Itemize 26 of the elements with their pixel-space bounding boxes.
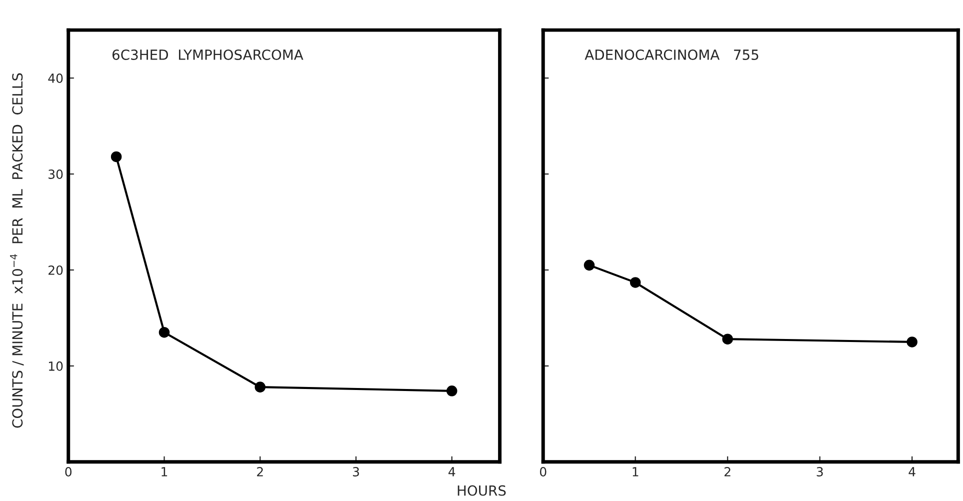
x-tick-label: 4 (448, 467, 456, 476)
y-tick-label: 10 (48, 361, 63, 371)
x-tick-label: 3 (816, 467, 823, 476)
point (630, 277, 641, 288)
x-tick-label: 3 (352, 467, 359, 476)
y-tick-label: 30 (48, 169, 63, 179)
x-tick-label: 0 (65, 467, 72, 476)
x-tick-label: 4 (908, 467, 916, 476)
x-tick-label: 0 (540, 467, 546, 476)
x-axis-title: HOURS (458, 485, 506, 496)
text: ADENOCARCINOMA 755 (584, 49, 758, 60)
y-tick-label: 40 (48, 74, 63, 83)
point (906, 336, 918, 348)
point (158, 326, 170, 338)
x-tick-label: 2 (257, 467, 263, 476)
text: 6C3HED LYMPHOSARCOMA (112, 49, 304, 60)
y-tick-label: 20 (48, 265, 63, 275)
point (722, 334, 733, 344)
point (446, 386, 458, 396)
point (110, 151, 122, 162)
point (254, 382, 266, 392)
x-tick-label: 1 (632, 467, 638, 476)
x-tick-label: 1 (162, 467, 168, 476)
y-axis-title: COUNTS / MINUTE x10$^{−4}$ PER ML PACKED CELLS (10, 73, 24, 428)
point (584, 260, 595, 271)
x-tick-label: 2 (724, 467, 730, 476)
